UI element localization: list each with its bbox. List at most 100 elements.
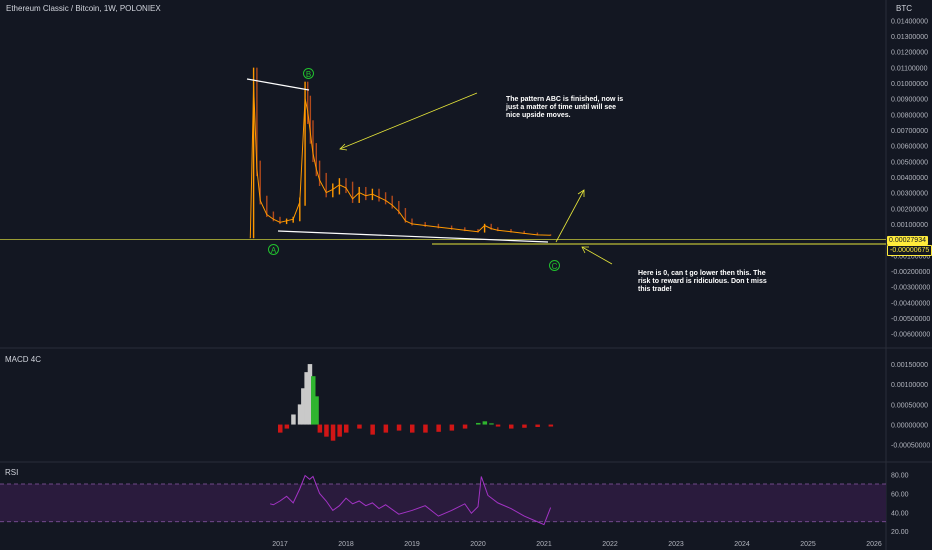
- rsi-label[interactable]: RSI: [5, 468, 19, 477]
- macd-bar: [462, 424, 468, 429]
- rsi-tick-label: 80.00: [891, 473, 909, 480]
- arrow-to-zero: [581, 246, 613, 265]
- macd-bar: [383, 424, 389, 433]
- price-tick-label: 0.00100000: [891, 222, 928, 229]
- price-tick-label: -0.00100000: [891, 253, 930, 260]
- macd-bar: [482, 421, 488, 425]
- price-tick-label: 0.01000000: [891, 81, 928, 88]
- macd-bar: [278, 424, 283, 433]
- rsi-tick-label: 40.00: [891, 510, 909, 517]
- macd-bar: [324, 424, 329, 437]
- wave-label-a: A: [268, 244, 279, 255]
- macd-bar: [357, 424, 362, 429]
- macd-bar: [337, 424, 342, 437]
- level-price-tag: -0.00000675: [887, 245, 932, 256]
- price-tick-label: -0.00300000: [891, 285, 930, 292]
- time-tick-label: 2021: [536, 541, 552, 548]
- macd-bar: [314, 396, 319, 425]
- price-line: [249, 86, 551, 239]
- time-tick-label: 2018: [338, 541, 354, 548]
- rsi-series: [269, 474, 552, 526]
- price-tick-label: 0.00300000: [891, 191, 928, 198]
- time-tick-label: 2024: [734, 541, 750, 548]
- macd-bar: [476, 422, 481, 425]
- wave-label-c: C: [549, 260, 560, 271]
- note-zero-level: Here is 0, can t go lower then this. The…: [638, 270, 767, 293]
- price-tick-label: -0.00600000: [891, 332, 930, 339]
- macd-bar: [311, 376, 316, 425]
- price-tick-label: 0.00400000: [891, 175, 928, 182]
- arrow-up-head: [577, 189, 585, 197]
- price-tick-label: 0.00800000: [891, 112, 928, 119]
- rsi-band: [0, 483, 886, 523]
- time-tick-label: 2025: [800, 541, 816, 548]
- macd-tick-label: -0.00050000: [891, 443, 930, 450]
- rsi-tick-label: 60.00: [891, 491, 909, 498]
- macd-bar: [317, 424, 323, 433]
- macd-bar: [449, 424, 455, 431]
- axes: 0.01400000 0.01300000 0.01200000 0.01100000…: [272, 18, 930, 548]
- time-tick-label: 2020: [470, 541, 486, 548]
- price-tick-label: -0.00400000: [891, 300, 930, 307]
- time-tick-label: 2023: [668, 541, 684, 548]
- price-series: [249, 67, 552, 239]
- macd-bar: [307, 364, 313, 425]
- price-tick-label: -0.00200000: [891, 269, 930, 276]
- macd-label[interactable]: MACD 4C: [5, 355, 42, 364]
- arrow-up: [555, 189, 585, 243]
- macd-bar: [423, 424, 428, 433]
- macd-bar: [284, 424, 290, 429]
- price-tick-label: 0.00200000: [891, 206, 928, 213]
- macd-bar: [489, 423, 494, 425]
- price-tick-label: 0.01400000: [891, 18, 928, 25]
- macd-bar: [436, 424, 441, 432]
- wave-label-b: B: [303, 68, 314, 79]
- currency-label: BTC: [896, 4, 912, 13]
- rsi-line: [269, 474, 552, 526]
- macd-bar: [291, 414, 296, 425]
- price-tick-label: 0.00900000: [891, 97, 928, 104]
- macd-bar: [297, 404, 303, 425]
- annotation-lines: [246, 78, 886, 265]
- ticker-title[interactable]: Ethereum Classic / Bitcoin, 1W, POLONIEX: [6, 4, 161, 13]
- rsi-tick-label: 20.00: [891, 529, 909, 536]
- macd-bar: [301, 388, 306, 425]
- macd-histogram: [278, 364, 554, 441]
- price-tick-label: 0.00700000: [891, 128, 928, 135]
- macd-tick-label: 0.00150000: [891, 362, 928, 369]
- macd-bar: [509, 424, 514, 429]
- time-tick-label: 2022: [602, 541, 618, 548]
- trendline-bottom: [277, 230, 549, 243]
- time-tick-label: 2026: [866, 541, 882, 548]
- price-tick-label: 0.01200000: [891, 50, 928, 57]
- price-tick-label: 0.01100000: [891, 65, 928, 72]
- macd-bar: [344, 424, 349, 433]
- price-tick-label: 0.01300000: [891, 34, 928, 41]
- time-tick-label: 2017: [272, 541, 288, 548]
- price-tick-label: 0.00600000: [891, 144, 928, 151]
- macd-bar: [535, 424, 540, 427]
- macd-bar: [304, 372, 309, 425]
- macd-bar: [522, 424, 527, 428]
- note-pattern-finished: The pattern ABC is finished, now is just…: [506, 96, 624, 119]
- price-tick-label: 0.00500000: [891, 159, 928, 166]
- rsi-band-fill: [0, 484, 886, 522]
- macd-bar: [396, 424, 402, 431]
- macd-tick-label: 0.00100000: [891, 382, 928, 389]
- macd-bar: [410, 424, 415, 433]
- arrow-to-peak: [339, 92, 478, 150]
- macd-bar: [330, 424, 336, 441]
- arrow-to-zero-head: [581, 246, 589, 254]
- current-price-tag: 0.00027934: [887, 236, 928, 245]
- macd-tick-label: 0.00050000: [891, 402, 928, 409]
- macd-bar: [548, 424, 554, 427]
- trendline-top: [246, 78, 310, 91]
- price-tick-label: -0.00500000: [891, 316, 930, 323]
- macd-bar: [495, 424, 501, 427]
- arrow-head: [339, 143, 348, 151]
- macd-bar: [370, 424, 375, 435]
- macd-tick-label: 0.00000000: [891, 423, 928, 430]
